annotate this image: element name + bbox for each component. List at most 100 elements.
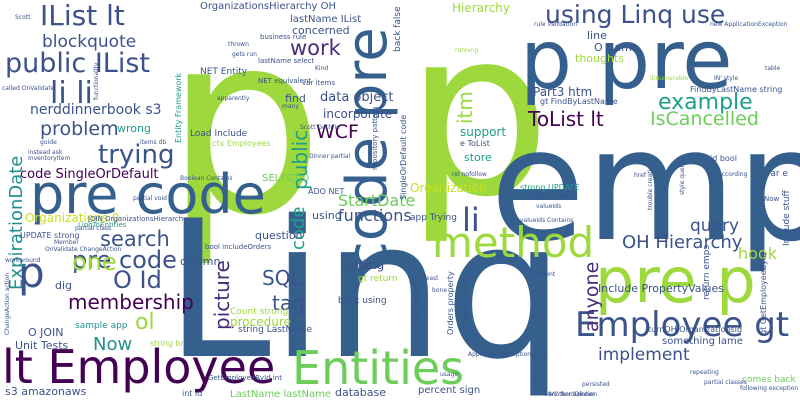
word-emp-big: emp	[490, 95, 800, 276]
word-expirationdate: ExpirationDate	[6, 155, 27, 290]
word-repository-pattern: repository pattern	[371, 106, 379, 170]
word-gt-getemployeebyid: gt GetEmployeeById	[759, 252, 768, 335]
word-part3-htm: Part3 htm	[533, 85, 593, 99]
word-trouble-creating: trouble creating	[647, 162, 654, 210]
word-gt-findbylastname: gt FindByLastName	[540, 97, 618, 106]
word-using: using	[312, 209, 342, 222]
word-linq-big: Linq	[165, 180, 565, 400]
word-include-stuff: Include stuff	[782, 190, 792, 246]
word-include-propertyvalues: Include PropertyValues	[598, 282, 725, 295]
word-pre-code-1: pre code	[30, 163, 266, 226]
word-hook: hook	[738, 244, 777, 263]
word-running: running	[455, 47, 479, 54]
word-instead-ask: instead ask	[28, 149, 63, 156]
word-boolean-contains: Boolean Contains	[180, 175, 233, 182]
word-lastname-lastname: LastName lastName	[230, 389, 332, 400]
word-functions: functions	[338, 206, 412, 225]
word-changeaction-action: ChangeAction action	[4, 272, 11, 335]
word-according: according	[718, 171, 748, 178]
word-lastname-ilist: lastName IList	[290, 14, 362, 25]
word-s3-amazonaws: s3 amazonaws	[5, 385, 87, 398]
word-wrong: wrong	[117, 122, 151, 135]
word-p-big-1: p	[165, 0, 324, 270]
word-column: column	[180, 255, 221, 268]
word-select-0: SELECT 0	[262, 173, 310, 184]
word-sql: SQL	[262, 266, 302, 290]
word-problem: problem	[40, 118, 119, 140]
word-string-br: string br	[150, 339, 184, 348]
word-e-tolist: e ToList	[460, 139, 490, 148]
word-table: table	[765, 65, 781, 72]
word-usage: usage	[440, 371, 459, 378]
word-loading: loading	[340, 258, 385, 272]
word-scott-guthrie: Scott Guthrie	[300, 124, 340, 131]
word-o-id: O Id	[113, 266, 162, 294]
word-unit-tests: Unit Tests	[15, 339, 69, 352]
word-scott: Scott	[15, 14, 31, 21]
word-question: question	[255, 229, 303, 242]
word-rule-validation: rule validation	[534, 21, 578, 28]
word-findbylastname: FindByLastName string	[690, 85, 783, 94]
word-partial-class: partial class	[75, 225, 112, 232]
word-moment: moment	[530, 271, 556, 278]
word-oh-hierarchy: OH Hierarchy	[622, 232, 743, 253]
word-linqtoentities: LinqToEntities	[78, 221, 127, 229]
word-following-exception: following exception	[740, 385, 799, 392]
word-now: Now	[93, 334, 133, 355]
word-query: query	[690, 216, 740, 236]
word-new-applicationexception: new ApplicationException	[710, 21, 788, 28]
word-incorporate: incorporate	[323, 107, 393, 121]
word-least: least	[424, 275, 439, 282]
word-strong-update: strong UPDATE	[520, 183, 580, 192]
word-string-lastname: string LastName	[238, 325, 312, 335]
word-load-include: Load Include	[190, 129, 248, 139]
word-thoughts: thoughts	[575, 52, 624, 65]
word-mvc-nerddinner: MVC NerdDinner	[545, 391, 595, 398]
word-bool-includeorders: bool includeOrders	[205, 243, 272, 251]
word-ado-net: ADO NET	[308, 187, 345, 196]
word-p-small: p	[18, 248, 45, 297]
word-gets-run: gets run	[232, 51, 257, 58]
word-bone: bone	[432, 287, 447, 294]
word-back-false: back false	[393, 6, 403, 52]
word-another-solution: another solution	[548, 391, 598, 398]
word-persisted: persisted	[582, 381, 610, 388]
word-lastname-select: lastName select	[258, 57, 315, 65]
word-many: many	[282, 103, 299, 110]
word-one: one	[72, 248, 117, 276]
word-valueids: valueIds	[536, 203, 562, 210]
word-li: li	[462, 201, 480, 239]
word-valueids-contains: valueIds Contains	[520, 217, 574, 224]
word-dinner-partial: Dinner partial	[309, 153, 351, 160]
word-var-e: var e	[765, 169, 788, 179]
word-singleordefault-code: SingleOrDefault code	[399, 114, 408, 200]
word-startdate: StartDate	[338, 191, 416, 210]
word-public-ilist: public IList	[5, 48, 150, 79]
word-update-strong: UPDATE strong	[20, 231, 80, 240]
word-net-entity: NET Entity	[200, 67, 248, 77]
word-applicationexception: ApplicationException Rule	[468, 351, 547, 358]
word-orders-property: Orders property	[446, 271, 455, 335]
word-database: database	[335, 386, 386, 399]
word-functionality: functionality	[93, 62, 100, 100]
word-organization: Organization	[410, 181, 487, 195]
word-rel-nofollow: rel nofollow	[452, 171, 487, 178]
word-ienumerable: IEnumerable	[650, 75, 689, 82]
word-business-rule: business rule	[260, 33, 307, 41]
word-implement: implement	[598, 345, 690, 365]
word-workaround: workaround	[5, 257, 41, 264]
word-now-small: Now	[764, 195, 780, 203]
word-using-linq-use: using Linq use	[545, 0, 726, 29]
word-style-query: style query	[679, 161, 686, 195]
word-search: search	[100, 227, 170, 251]
word-o-join: O JOIN	[28, 326, 64, 339]
word-count-strong: Count strong	[230, 307, 289, 317]
word-membership: membership	[68, 290, 194, 314]
word-violations-property: violations property	[413, 278, 420, 335]
word-ienstyle: IN' style	[714, 75, 739, 82]
word-ilist-lt: IList lt	[40, 0, 125, 32]
word-net-equivalent: NET equivalent	[258, 77, 312, 85]
word-href: href	[634, 172, 646, 179]
word-var-items: var items	[302, 79, 335, 87]
word-li-li: li li	[50, 76, 93, 111]
